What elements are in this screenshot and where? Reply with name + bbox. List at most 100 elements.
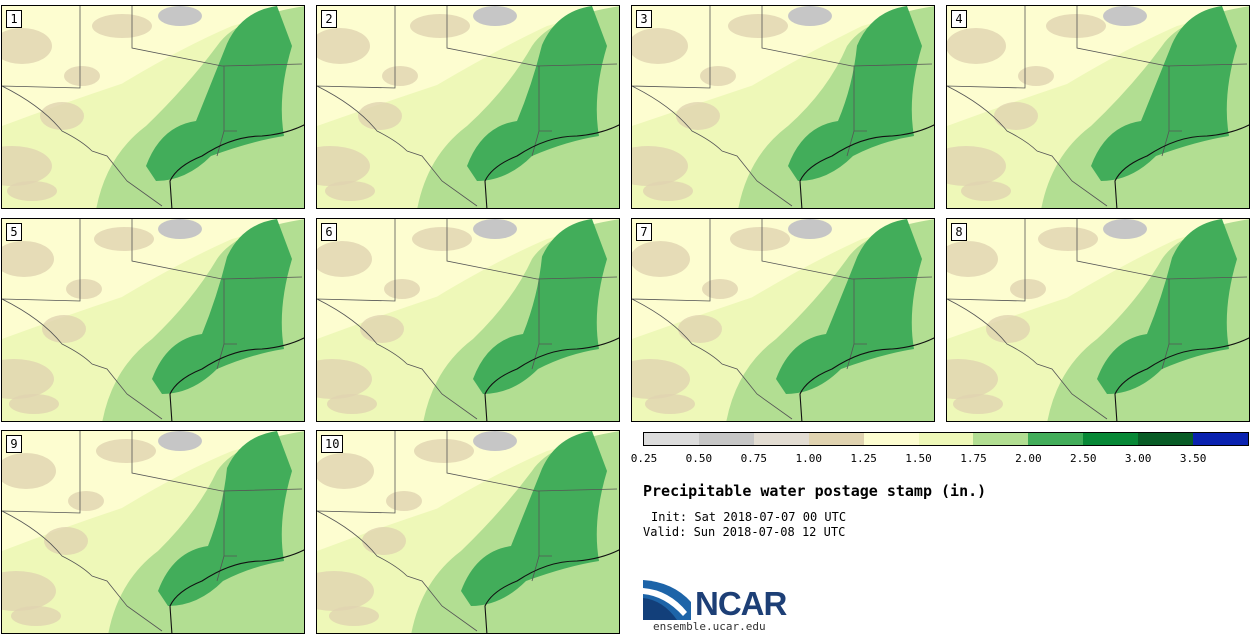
member-number: 3 xyxy=(636,10,652,28)
dry-patch xyxy=(317,453,374,489)
dry-patch xyxy=(632,28,688,64)
coastline xyxy=(1114,337,1249,421)
coastline xyxy=(484,124,619,208)
dry-patch xyxy=(317,359,372,399)
dry-patch xyxy=(953,394,1003,414)
stamp-panel-9: 9 xyxy=(1,430,305,634)
dry-patch xyxy=(96,439,156,463)
field-2p00 xyxy=(1097,219,1237,394)
state-borders xyxy=(947,6,1248,207)
dry-patch xyxy=(2,241,54,277)
member-number: 4 xyxy=(951,10,967,28)
stamp-map xyxy=(632,219,934,421)
member-number: 8 xyxy=(951,223,967,241)
colorbar-bin xyxy=(644,433,699,445)
low-pw-patch xyxy=(1103,219,1147,239)
dry-patch xyxy=(947,359,998,399)
stamp-map xyxy=(947,219,1249,421)
field-2p00 xyxy=(1091,6,1237,181)
colorbar-tick-label: 0.75 xyxy=(740,452,768,465)
init-time: Init: Sat 2018-07-07 00 UTC xyxy=(651,510,847,524)
colorbar-bin xyxy=(918,433,974,445)
stamp-map xyxy=(317,219,619,421)
dry-patch xyxy=(410,14,470,38)
coastline xyxy=(169,549,304,633)
field-2p00 xyxy=(788,6,922,181)
dry-patch xyxy=(92,14,152,38)
dry-patch xyxy=(1018,66,1054,86)
dry-patch xyxy=(947,146,1006,186)
low-pw-patch xyxy=(158,431,202,451)
colorbar-tick-label: 2.00 xyxy=(1015,452,1042,465)
colorbar-bin xyxy=(753,433,809,445)
dry-patch xyxy=(676,102,720,130)
field-2p00 xyxy=(152,219,292,394)
dry-patch xyxy=(986,315,1030,343)
dry-patch xyxy=(2,28,52,64)
low-pw-patch xyxy=(473,219,517,239)
dry-patch xyxy=(961,181,1011,201)
member-number: 6 xyxy=(321,223,337,241)
stamp-panel-5: 5 xyxy=(1,218,305,422)
coastline xyxy=(1114,124,1249,208)
stamp-map xyxy=(632,6,934,208)
dry-patch xyxy=(317,146,370,186)
field-2p00 xyxy=(158,431,292,606)
stamp-panel-6: 6 xyxy=(316,218,620,422)
dry-patch xyxy=(1038,227,1098,251)
dry-patch xyxy=(317,28,370,64)
dry-patch xyxy=(632,146,688,186)
state-borders xyxy=(2,219,303,420)
low-pw-patch xyxy=(158,6,202,26)
dry-patch xyxy=(94,227,154,251)
colorbar-tick-label: 0.50 xyxy=(685,452,713,465)
dry-patch xyxy=(678,315,722,343)
low-pw-patch xyxy=(1103,6,1147,26)
dry-patch xyxy=(2,146,52,186)
logo-text: NCAR xyxy=(695,585,787,622)
stamp-map xyxy=(317,6,619,208)
dry-patch xyxy=(632,359,690,399)
dry-patch xyxy=(1010,279,1046,299)
dry-patch xyxy=(317,571,374,611)
dry-patch xyxy=(44,527,88,555)
dry-patch xyxy=(317,241,372,277)
member-number: 1 xyxy=(6,10,22,28)
dry-patch xyxy=(700,66,736,86)
dry-patch xyxy=(947,28,1006,64)
low-pw-patch xyxy=(158,219,202,239)
ncar-logo-icon xyxy=(643,580,691,620)
dry-patch xyxy=(643,181,693,201)
dry-patch xyxy=(412,227,472,251)
colorbar-bin xyxy=(808,433,864,445)
dry-patch xyxy=(360,315,404,343)
low-pw-patch xyxy=(788,6,832,26)
chart-title: Precipitable water postage stamp (in.) xyxy=(643,482,987,500)
dry-patch xyxy=(384,279,420,299)
dry-patch xyxy=(730,227,790,251)
site-url: ensemble.ucar.edu xyxy=(653,620,766,633)
colorbar-tick-label: 3.50 xyxy=(1179,452,1207,465)
coastline xyxy=(484,549,619,633)
dry-patch xyxy=(1046,14,1106,38)
dry-patch xyxy=(68,491,104,511)
colorbar-tick-label: 1.00 xyxy=(795,452,822,465)
low-pw-patch xyxy=(473,6,517,26)
colorbar-bin xyxy=(1193,433,1248,445)
field-2p00 xyxy=(467,6,607,181)
member-number: 9 xyxy=(6,435,22,453)
state-borders xyxy=(632,219,933,420)
colorbar-bin xyxy=(698,433,754,445)
colorbar-tick-label: 1.50 xyxy=(905,452,932,465)
stamp-panel-2: 2 xyxy=(316,5,620,209)
dry-patch xyxy=(11,606,61,626)
state-borders xyxy=(947,219,1248,420)
dry-patch xyxy=(728,14,788,38)
dry-patch xyxy=(382,66,418,86)
dry-patch xyxy=(40,102,84,130)
low-pw-patch xyxy=(788,219,832,239)
colorbar-bin xyxy=(863,433,919,445)
stamp-panel-1: 1 xyxy=(1,5,305,209)
colorbar-tick-label: 0.25 xyxy=(630,452,658,465)
dry-patch xyxy=(702,279,738,299)
